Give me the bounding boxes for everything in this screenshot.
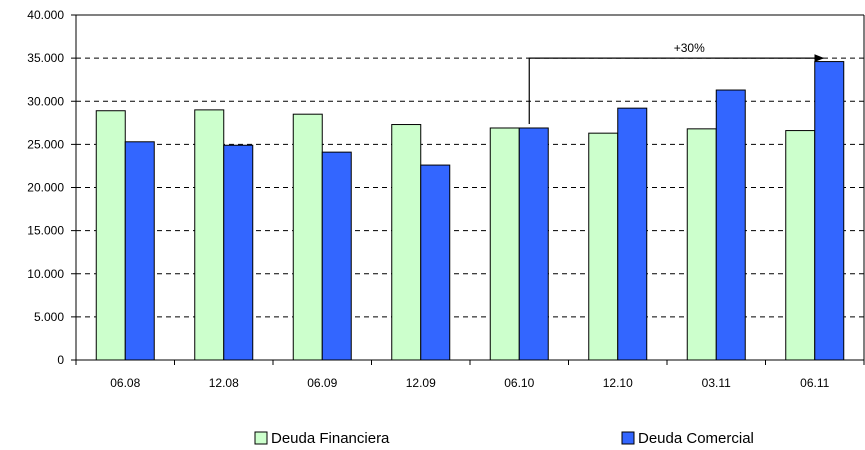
bar-deuda-financiera-12-10 xyxy=(588,132,619,361)
bar-deuda-comercial-06-09 xyxy=(321,151,352,361)
bar-deuda-financiera-06-08 xyxy=(95,110,126,361)
bars xyxy=(95,61,845,361)
x-tick-label: 06.11 xyxy=(800,376,829,390)
legend-swatch xyxy=(621,431,635,445)
y-tick-label: 35.000 xyxy=(27,51,64,65)
bar-deuda-comercial-06-10 xyxy=(518,127,549,361)
x-tick-label: 03.11 xyxy=(702,376,731,390)
legend-label: Deuda Financiera xyxy=(271,430,390,447)
x-tick-label: 06.10 xyxy=(504,376,534,390)
gridlines xyxy=(76,57,864,318)
bar-deuda-financiera-12-08 xyxy=(194,109,225,361)
growth-annotation: +30% xyxy=(528,41,825,124)
y-tick-label: 20.000 xyxy=(27,181,64,195)
legend-item-deuda-financiera: Deuda Financiera xyxy=(254,430,390,447)
y-axis-tick-labels: 0 5.000 10.000 15.000 20.000 25.000 30.000 35.0… xyxy=(27,8,64,367)
legend: Deuda Financiera Deuda Comercial xyxy=(254,430,754,447)
y-tick-label: 5.000 xyxy=(34,310,64,324)
y-tick-label: 30.000 xyxy=(27,94,64,108)
bar-deuda-financiera-12-09 xyxy=(391,124,422,361)
bar-deuda-comercial-06-08 xyxy=(124,141,155,361)
x-tick-label: 12.10 xyxy=(603,376,633,390)
bar-deuda-comercial-12-09 xyxy=(420,164,451,361)
y-tick-label: 40.000 xyxy=(27,8,64,22)
y-tick-label: 25.000 xyxy=(27,137,64,151)
bar-deuda-comercial-12-08 xyxy=(223,144,254,361)
bar-deuda-comercial-06-11 xyxy=(814,61,845,361)
bar-deuda-financiera-06-10 xyxy=(489,127,520,361)
legend-swatch xyxy=(254,431,268,445)
bar-deuda-comercial-03-11 xyxy=(715,89,746,361)
bar-deuda-comercial-12-10 xyxy=(617,107,648,361)
growth-label: +30% xyxy=(674,41,705,55)
legend-label: Deuda Comercial xyxy=(638,430,754,447)
y-tick-label: 0 xyxy=(57,353,64,367)
bar-deuda-financiera-06-09 xyxy=(292,113,323,361)
bar-deuda-financiera-06-11 xyxy=(785,130,816,361)
axes xyxy=(71,14,865,365)
x-tick-label: 12.08 xyxy=(209,376,239,390)
legend-item-deuda-comercial: Deuda Comercial xyxy=(621,430,754,447)
y-tick-label: 15.000 xyxy=(27,224,64,238)
x-tick-label: 06.08 xyxy=(110,376,140,390)
growth-arrow xyxy=(528,54,825,124)
y-tick-label: 10.000 xyxy=(27,267,64,281)
bar-deuda-financiera-03-11 xyxy=(686,128,717,361)
x-tick-label: 12.09 xyxy=(406,376,436,390)
x-tick-label: 06.09 xyxy=(307,376,337,390)
x-axis-tick-labels: 06.08 12.08 06.09 12.09 06.10 12.10 03.11 06.11 xyxy=(110,376,829,390)
